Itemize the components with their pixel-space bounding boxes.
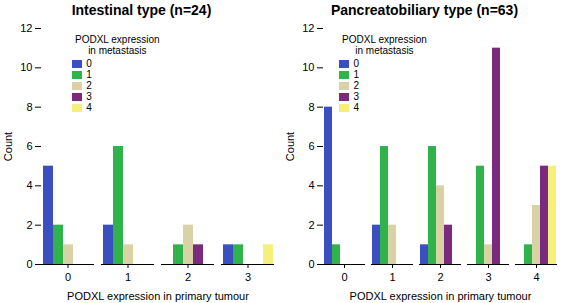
svg-text:2: 2: [437, 271, 443, 283]
svg-text:1: 1: [125, 271, 131, 283]
svg-text:1: 1: [389, 271, 395, 283]
svg-text:2: 2: [308, 219, 314, 231]
html-text:Intestinal type (n=24): Intestinal type (n=24): [71, 2, 212, 18]
svg-text:PODXL expression in primary tu: PODXL expression in primary tumour: [350, 290, 532, 302]
svg-text:Count: Count: [284, 132, 296, 161]
svg-text:6: 6: [26, 140, 32, 152]
svg-text:10: 10: [20, 61, 32, 73]
html-text:1: 1: [353, 69, 359, 80]
svg-text:12: 12: [302, 22, 314, 34]
svg-text:0: 0: [308, 258, 314, 270]
svg-text:3: 3: [245, 271, 251, 283]
svg-text:2: 2: [26, 219, 32, 231]
svg-text:2: 2: [185, 271, 191, 283]
html-text:1: 1: [86, 69, 92, 80]
svg-text:4: 4: [533, 271, 539, 283]
svg-text:Count: Count: [2, 132, 14, 161]
html-text:PODXL expression in metastasis: PODXL expression in metastasis: [75, 34, 160, 56]
svg-text:8: 8: [308, 101, 314, 113]
svg-text:0: 0: [65, 271, 71, 283]
html-text:PODXL expression in metastasis: PODXL expression in metastasis: [342, 34, 427, 56]
html-text:2: 2: [353, 80, 359, 91]
html-text:4: 4: [353, 102, 359, 113]
html-text:0: 0: [86, 58, 92, 69]
html-text:0: 0: [353, 58, 359, 69]
html-text:2: 2: [86, 80, 92, 91]
svg-text:0: 0: [26, 258, 32, 270]
html-text:3: 3: [353, 91, 359, 102]
svg-text:4: 4: [26, 179, 32, 191]
svg-text:12: 12: [20, 22, 32, 34]
html-text:Pancreatobiliary type (n=63): Pancreatobiliary type (n=63): [330, 2, 519, 18]
html-text:4: 4: [86, 102, 92, 113]
svg-text:10: 10: [302, 61, 314, 73]
svg-text:6: 6: [308, 140, 314, 152]
svg-text:8: 8: [26, 101, 32, 113]
svg-text:3: 3: [485, 271, 491, 283]
svg-text:PODXL expression in primary tu: PODXL expression in primary tumour: [67, 290, 249, 302]
html-text:3: 3: [86, 91, 92, 102]
svg-text:0: 0: [341, 271, 347, 283]
svg-text:4: 4: [308, 179, 314, 191]
